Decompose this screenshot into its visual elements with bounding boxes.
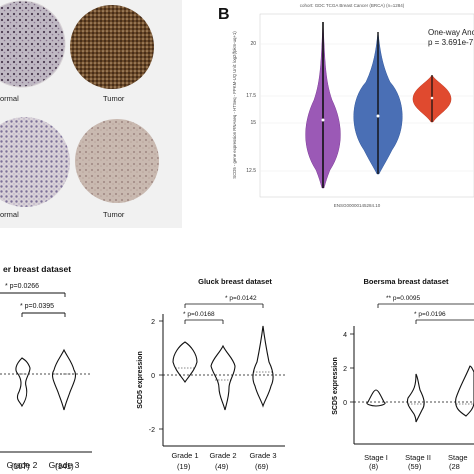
anova-pvalue: p = 3.691e-7	[428, 38, 474, 47]
median-blue	[376, 114, 380, 118]
tick-y-17-5: 17.5	[246, 93, 256, 99]
label-tumor-1: Tumor	[103, 94, 125, 103]
left-chart-title: er breast dataset	[3, 264, 71, 274]
boersma-cat3: Stage	[448, 453, 468, 462]
left-cat1: Grade 2	[7, 460, 38, 470]
tick-y-15: 15	[250, 120, 256, 126]
boersma-n1: (8)	[369, 462, 379, 471]
tick-y-20: 20	[250, 41, 256, 47]
gluck-ytick-neg2: -2	[149, 427, 155, 434]
boersma-violin-stage2	[406, 373, 425, 423]
boersma-violin-stage3	[455, 365, 474, 417]
left-violin-grade3	[51, 348, 77, 411]
gluck-violin-chart: Gluck breast dataset * p=0.0142 * p=0.01…	[137, 277, 285, 460]
gluck-ytick-2: 2	[151, 319, 155, 326]
gluck-cat2: Grade 2	[209, 451, 236, 460]
tissue-core-normal-1	[0, 1, 65, 87]
left-violin-chart: er breast dataset * p=0.0266 * p=0.0395 …	[0, 264, 92, 470]
gluck-violin-grade3	[252, 325, 274, 408]
gluck-p2: * p=0.0142	[225, 295, 257, 302]
gluck-cat3: Grade 3	[249, 451, 276, 460]
panel-letter-b: B	[218, 6, 230, 23]
tissue-core-tumor-2	[75, 119, 159, 203]
boersma-cat2: Stage II	[405, 453, 431, 462]
left-cat2: Grade 3	[49, 460, 80, 470]
boersma-cat1: Stage I	[364, 453, 388, 462]
gluck-violin-grade1	[172, 341, 198, 383]
gluck-cat1: Grade 1	[171, 451, 198, 460]
boersma-ylabel: SCD5 expression	[332, 357, 339, 415]
left-p2: * p=0.0395	[20, 303, 54, 310]
boersma-p1: ** p=0.0095	[386, 295, 421, 302]
tissue-core-normal-2	[0, 117, 70, 207]
label-normal-1: ormal	[0, 94, 19, 103]
left-violin-grade2	[15, 357, 31, 408]
gluck-ytick-0: 0	[151, 373, 155, 380]
boersma-n2: (59)	[408, 462, 422, 471]
left-n1: (107)	[11, 462, 30, 471]
boersma-ytick-2: 2	[343, 366, 347, 373]
boersma-ytick-4: 4	[343, 332, 347, 339]
boersma-title: Boersma breast dataset	[363, 277, 449, 286]
panelB-ylabel: SCD5 - gene expression RNAseq - HTSeq - …	[232, 31, 237, 179]
boersma-n3: (28	[449, 462, 460, 471]
boersma-violin-chart: Boersma breast dataset ** p=0.0095 * p=0…	[332, 277, 474, 462]
gluck-n3: (69)	[255, 462, 269, 471]
gluck-title: Gluck breast dataset	[198, 277, 272, 286]
panelB-violin-chart: cohort: GDC TCGA Breast Cancer (BRCA) (n…	[232, 3, 474, 208]
left-p1: * p=0.0266	[5, 283, 39, 290]
anova-label: One-way Ano	[428, 28, 474, 37]
median-purple	[321, 118, 325, 122]
left-n2: (141)	[55, 462, 74, 471]
panelB-xlabel: ENSG00000145284.10	[334, 203, 381, 208]
gluck-ylabel: SCD5 expression	[137, 351, 144, 409]
gluck-n1: (19)	[177, 462, 191, 471]
label-tumor-2: Tumor	[103, 210, 125, 219]
tissue-core-tumor-1	[70, 5, 154, 89]
median-red	[430, 96, 434, 100]
boersma-violin-stage1	[366, 389, 386, 407]
boersma-p2: * p=0.0196	[414, 311, 446, 318]
tissue-image-panel: ormal Tumor ormal Tumor	[0, 0, 182, 228]
gluck-p1: * p=0.0168	[183, 311, 215, 318]
tissue-images	[0, 0, 159, 207]
tick-y-12-5: 12.5	[246, 168, 256, 174]
label-normal-2: ormal	[0, 210, 19, 219]
gluck-violin-grade2	[210, 344, 236, 411]
boersma-ytick-0: 0	[343, 400, 347, 407]
gluck-n2: (49)	[215, 462, 229, 471]
cohort-label: cohort: GDC TCGA Breast Cancer (BRCA) (n…	[300, 3, 405, 8]
